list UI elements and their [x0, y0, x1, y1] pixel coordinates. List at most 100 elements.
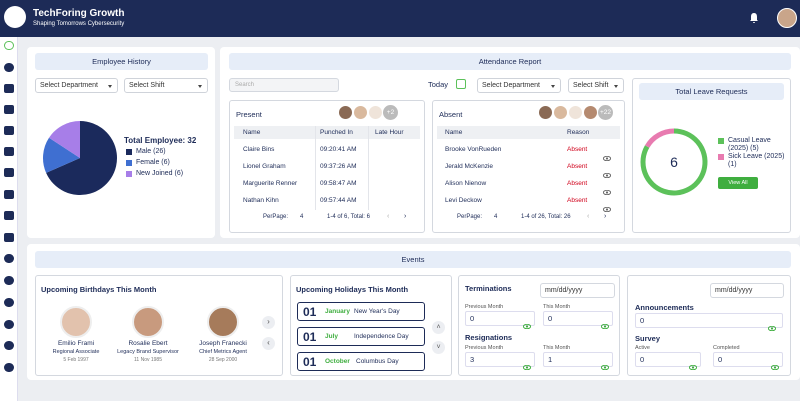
table-cell: 09:57:44 AM — [320, 197, 357, 204]
legend-label: New Joined (6) — [136, 170, 184, 177]
top-bar — [0, 0, 800, 37]
scroll-down[interactable]: ˅ — [432, 341, 445, 354]
nav-icon[interactable] — [4, 320, 14, 329]
section-title: Terminations — [465, 284, 512, 293]
pie-slice — [43, 137, 80, 173]
section-title: Resignations — [465, 333, 513, 342]
date-input[interactable]: mm/dd/yyyy — [540, 283, 615, 298]
app-title: TechForing Growth — [33, 8, 125, 19]
view-all-button[interactable]: View All — [718, 177, 758, 189]
avatar — [568, 105, 583, 120]
scroll-up[interactable]: ˄ — [432, 321, 445, 334]
pie-slice — [49, 121, 80, 158]
legend-swatch — [126, 160, 132, 166]
person-date: 5 Feb 1997 — [63, 357, 89, 363]
section-title: Survey — [635, 334, 661, 343]
bell-icon[interactable] — [749, 12, 759, 24]
prev-button[interactable]: ‹ — [262, 337, 275, 350]
next-button[interactable]: › — [262, 316, 275, 329]
stat-value: 0 — [470, 314, 475, 323]
nav-icon[interactable] — [4, 168, 14, 177]
department-select[interactable]: Select Department — [35, 78, 118, 93]
nav-icon[interactable] — [4, 63, 14, 72]
nav-icon[interactable] — [4, 254, 14, 263]
view-icon[interactable] — [522, 357, 532, 371]
view-icon[interactable] — [602, 148, 612, 162]
view-icon[interactable] — [600, 357, 610, 371]
nav-icon[interactable] — [4, 276, 14, 285]
view-icon[interactable] — [600, 316, 610, 330]
nav-icon[interactable] — [4, 147, 14, 156]
more-avatars: +2 — [383, 105, 398, 120]
leave-panel — [632, 78, 791, 233]
avatar — [553, 105, 568, 120]
holiday-name: Independence Day — [354, 333, 409, 340]
avatar — [368, 105, 383, 120]
prev-page[interactable]: ‹ — [387, 213, 390, 220]
table-cell: Nathan Kihn — [243, 197, 279, 204]
stat-box — [635, 313, 783, 328]
nav-icon[interactable] — [4, 298, 14, 307]
avatar — [338, 105, 353, 120]
nav-icon[interactable] — [4, 190, 14, 199]
shift-select[interactable]: Select Shift — [124, 78, 208, 93]
person-name: Joseph Franecki — [199, 340, 247, 347]
nav-icon[interactable] — [4, 105, 14, 114]
nav-icon[interactable] — [4, 41, 14, 50]
stat-value: 0 — [640, 355, 645, 364]
panel-title: Upcoming Holidays This Month — [296, 285, 409, 294]
pagination-range: 1-4 of 6, Total: 6 — [327, 214, 370, 220]
department-select[interactable]: Select Department — [477, 78, 561, 93]
app-subtitle: Shaping Tomorrows Cybersecurity — [33, 21, 125, 27]
date-input[interactable]: mm/dd/yyyy — [710, 283, 784, 298]
view-icon[interactable] — [602, 182, 612, 196]
panel-title: Absent — [439, 110, 463, 119]
view-icon[interactable] — [767, 318, 777, 332]
next-page[interactable]: › — [404, 213, 407, 220]
logo[interactable] — [4, 6, 26, 28]
prev-page[interactable]: ‹ — [587, 213, 590, 220]
stat-box — [465, 352, 535, 367]
table-header — [437, 126, 620, 139]
card-title: Total Leave Requests — [639, 83, 784, 100]
per-page-select[interactable]: 4 — [494, 214, 498, 220]
per-page-select[interactable]: 4 — [300, 214, 304, 220]
view-icon[interactable] — [522, 316, 532, 330]
next-page[interactable]: › — [604, 213, 607, 220]
table-cell: Marguerite Renner — [243, 180, 298, 187]
person-date: 28 Sep 2000 — [208, 357, 238, 363]
calendar-icon[interactable] — [456, 79, 466, 89]
table-cell: 09:58:47 AM — [320, 180, 357, 187]
holiday-row — [297, 302, 425, 321]
person-name: Rosalie Ebert — [128, 340, 168, 347]
view-icon[interactable] — [602, 165, 612, 179]
card-title: Attendance Report — [229, 53, 791, 70]
column-header: Punched In — [320, 129, 353, 136]
view-icon[interactable] — [688, 357, 698, 371]
person-role: Chief Metrics Agent — [199, 349, 247, 355]
avatar — [353, 105, 368, 120]
legend-label: Female (6) — [136, 159, 170, 166]
search-input[interactable]: Search — [229, 78, 339, 92]
nav-icon[interactable] — [4, 211, 14, 220]
nav-icon[interactable] — [4, 233, 14, 242]
nav-icon[interactable] — [4, 126, 14, 135]
donut-chart: 6 — [640, 128, 708, 196]
donut-total: 6 — [670, 154, 678, 170]
stat-value: 3 — [470, 355, 475, 364]
nav-icon[interactable] — [4, 341, 14, 350]
holiday-month: January — [325, 308, 350, 315]
panel-title: Upcoming Birthdays This Month — [41, 285, 157, 294]
shift-select[interactable]: Select Shift — [568, 78, 624, 93]
nav-icon[interactable] — [4, 84, 14, 93]
present-panel — [229, 100, 425, 233]
user-avatar[interactable] — [777, 8, 797, 28]
view-icon[interactable] — [602, 199, 612, 213]
legend-label: Sick Leave (2025) (1) — [728, 153, 785, 168]
view-icon[interactable] — [770, 357, 780, 371]
avatar — [583, 105, 598, 120]
nav-icon[interactable] — [4, 363, 14, 372]
today-label: Today — [428, 80, 449, 89]
legend-label: Male (26) — [136, 148, 166, 155]
